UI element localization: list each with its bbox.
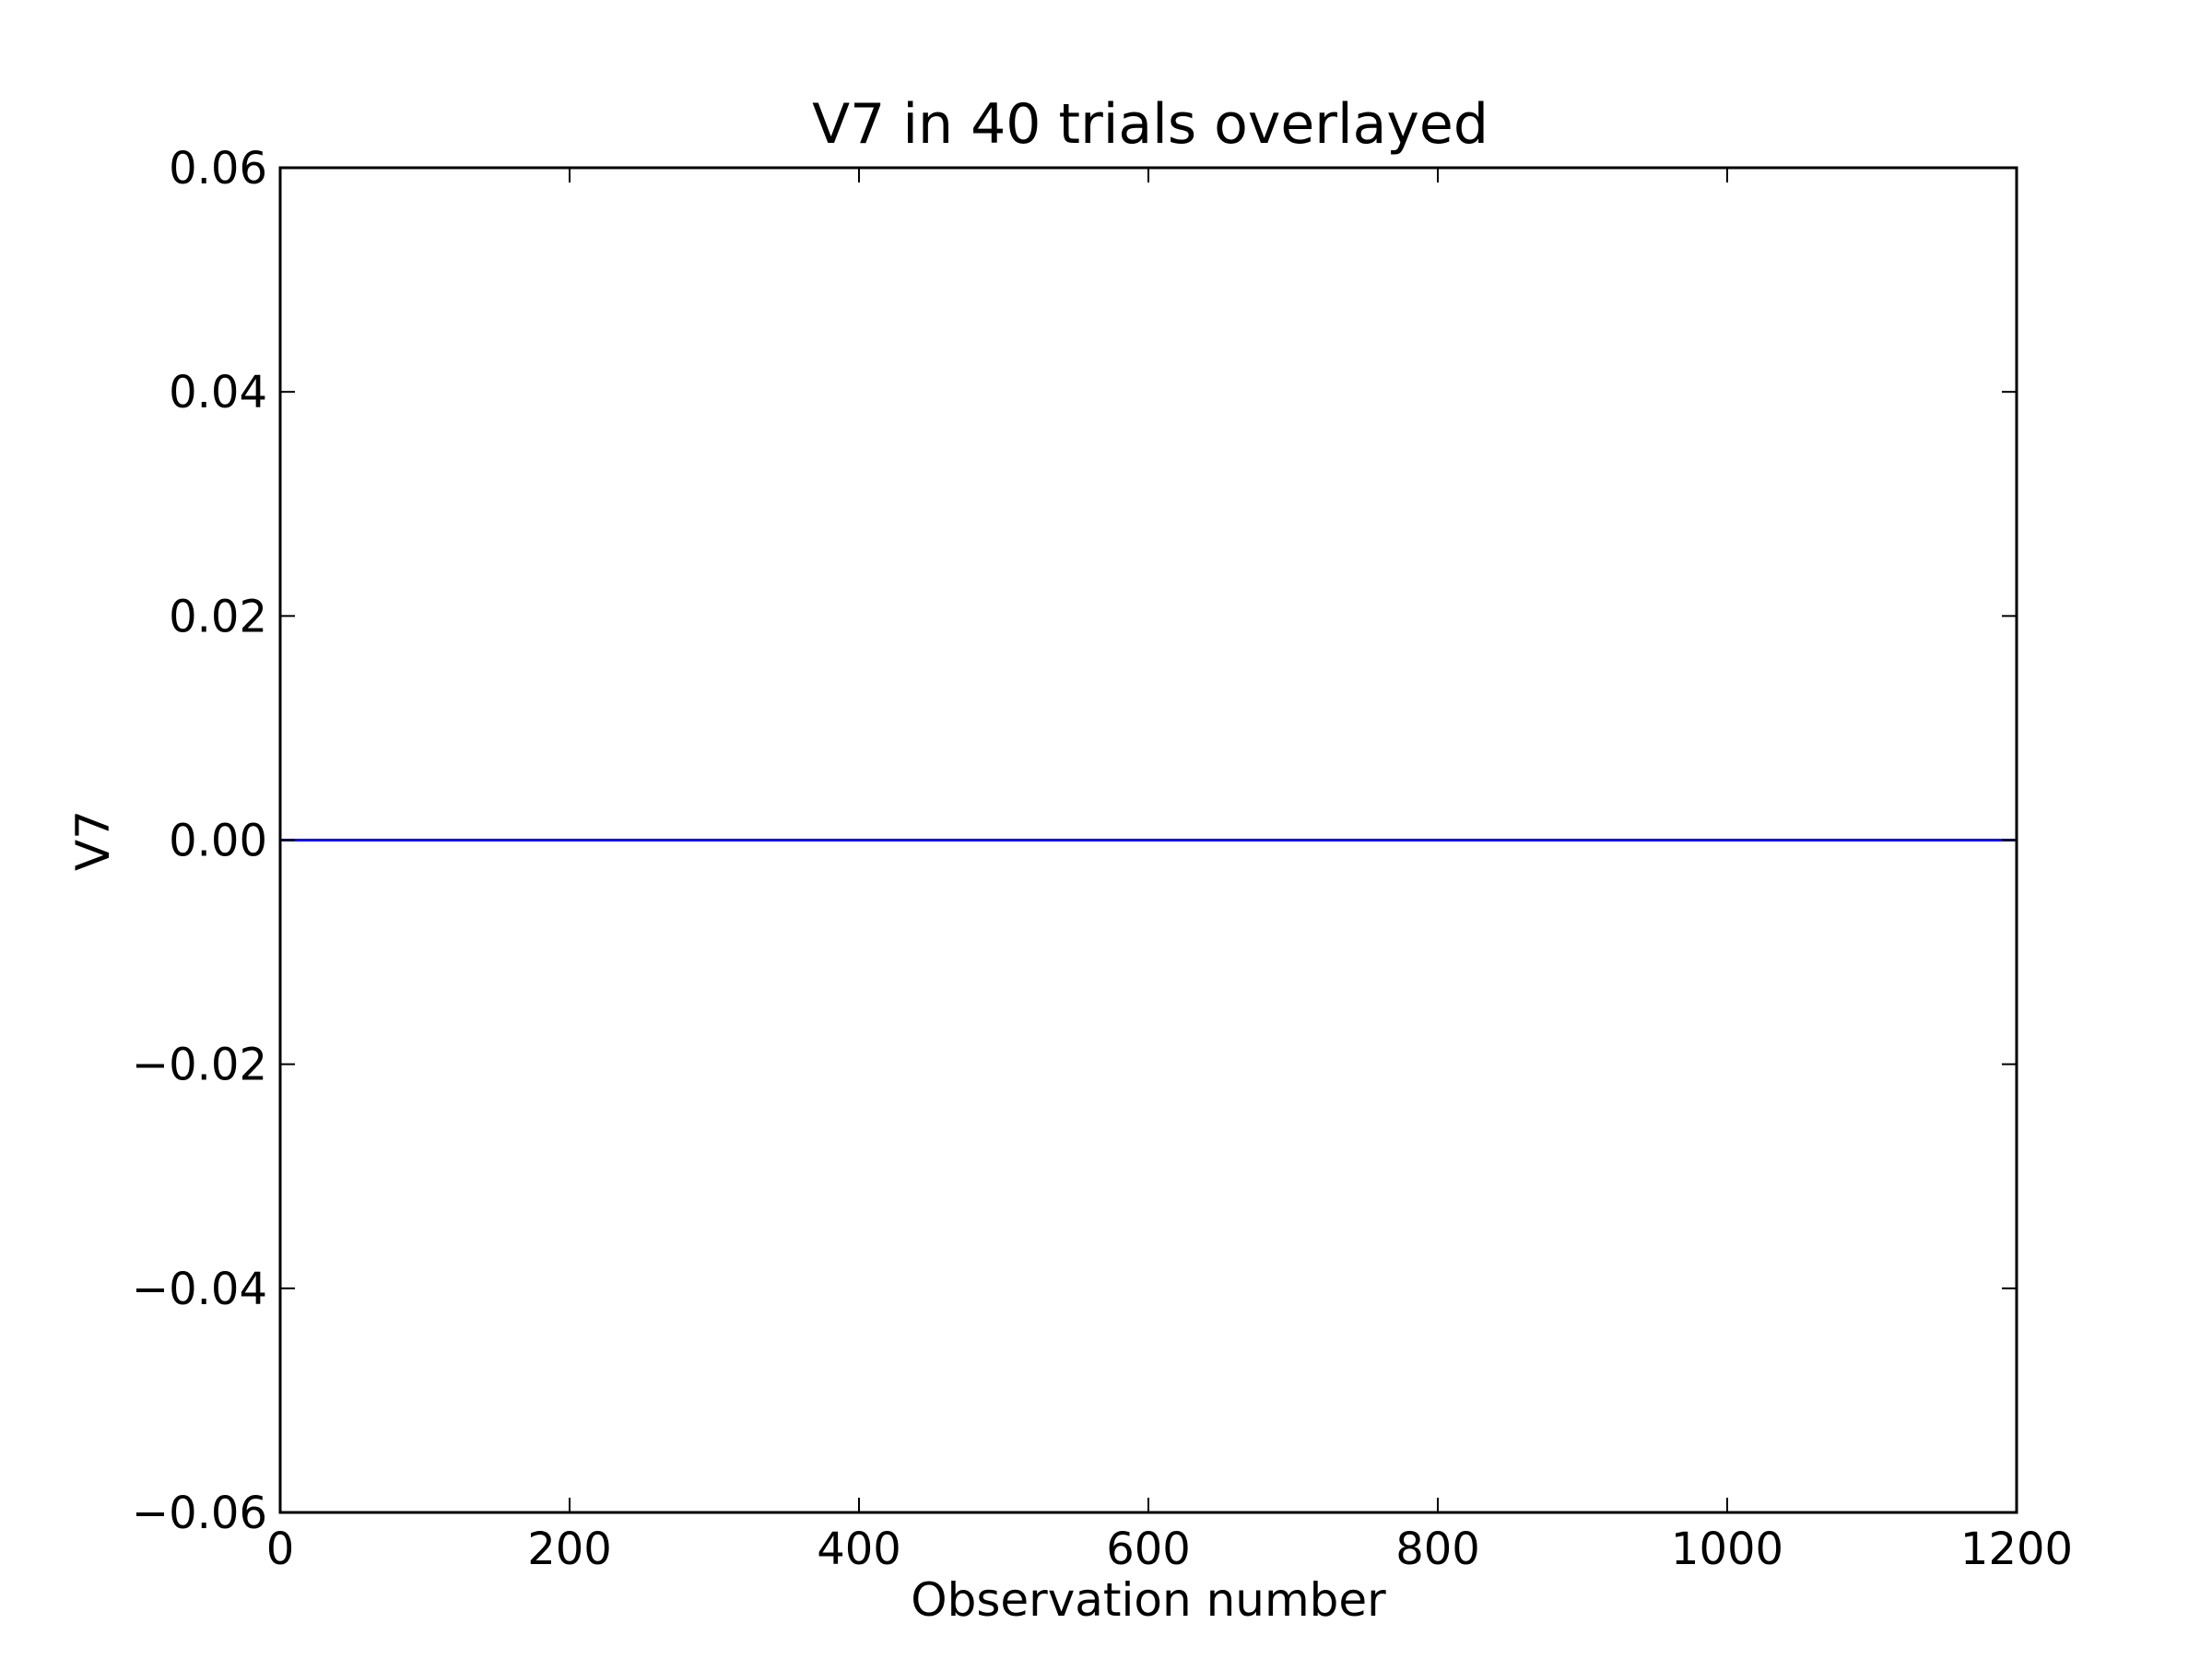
ticks-layer: 0 200 400 600 800 1000 1200 −0.06 −0.04 −0.02 0.00…: [132, 143, 2073, 1575]
y-tick-label: −0.04: [132, 1264, 267, 1315]
y-tick-label: −0.06: [132, 1488, 267, 1539]
x-tick-label: 1200: [1960, 1524, 2073, 1575]
chart-title: V7 in 40 trials overlayed: [812, 92, 1488, 157]
x-tick-label: 400: [817, 1524, 901, 1575]
x-axis-label: Observation number: [911, 1573, 1386, 1627]
x-tick-label: 800: [1395, 1524, 1480, 1575]
x-tick-label: 600: [1106, 1524, 1191, 1575]
y-tick-label: 0.04: [169, 367, 267, 418]
x-tick-label: 1000: [1671, 1524, 1783, 1575]
x-tick-label: 0: [266, 1524, 295, 1575]
y-tick-label: 0.02: [169, 591, 267, 642]
y-tick-label: −0.02: [132, 1040, 267, 1091]
y-tick-label: 0.00: [169, 816, 267, 867]
plot-frame: [278, 166, 2018, 1514]
x-tick-label: 200: [527, 1524, 612, 1575]
y-axis-label: V7: [66, 810, 120, 871]
y-tick-label: 0.06: [169, 143, 267, 194]
